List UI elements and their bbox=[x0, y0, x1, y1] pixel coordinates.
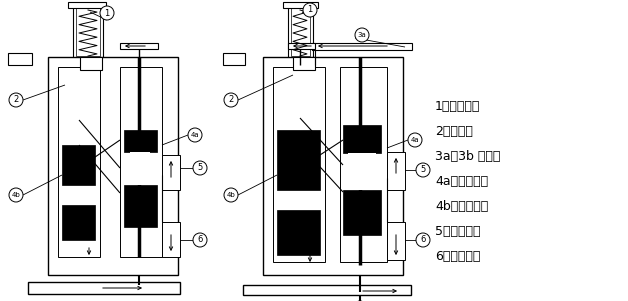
Text: 2: 2 bbox=[229, 95, 234, 104]
Text: 3a、3b 供油管: 3a、3b 供油管 bbox=[435, 150, 501, 163]
Circle shape bbox=[416, 233, 430, 247]
Text: 1、调整谺丝: 1、调整谺丝 bbox=[435, 100, 480, 113]
Bar bbox=[288, 5, 313, 60]
Text: 4a: 4a bbox=[191, 132, 199, 138]
Bar bbox=[263, 57, 403, 275]
Circle shape bbox=[224, 188, 238, 202]
Bar bbox=[68, 2, 106, 8]
Bar bbox=[130, 152, 150, 185]
Circle shape bbox=[193, 233, 207, 247]
Circle shape bbox=[355, 28, 369, 42]
Bar bbox=[62, 205, 95, 240]
Bar bbox=[343, 190, 381, 235]
Bar bbox=[291, 7, 310, 56]
Text: 6: 6 bbox=[420, 235, 426, 244]
Bar bbox=[343, 125, 381, 153]
Bar bbox=[48, 57, 178, 275]
Text: 5: 5 bbox=[197, 163, 203, 172]
Bar bbox=[120, 67, 162, 257]
Bar bbox=[28, 282, 180, 294]
Circle shape bbox=[100, 6, 114, 20]
Bar bbox=[62, 145, 95, 185]
Bar bbox=[76, 7, 100, 56]
Text: 5: 5 bbox=[420, 166, 426, 175]
Circle shape bbox=[303, 3, 317, 17]
Text: 2、指示杆: 2、指示杆 bbox=[435, 125, 473, 138]
Bar bbox=[387, 222, 405, 260]
Bar bbox=[80, 57, 102, 70]
Bar bbox=[348, 153, 376, 190]
Circle shape bbox=[416, 163, 430, 177]
Bar bbox=[124, 130, 157, 152]
Text: 4b、工作活塞: 4b、工作活塞 bbox=[435, 200, 488, 213]
Bar bbox=[162, 155, 180, 190]
Bar bbox=[312, 43, 412, 50]
Text: 2: 2 bbox=[13, 95, 19, 104]
Text: 4a、控制活塞: 4a、控制活塞 bbox=[435, 175, 488, 188]
Bar bbox=[277, 130, 320, 190]
Circle shape bbox=[408, 133, 422, 147]
Bar bbox=[387, 152, 405, 190]
Bar bbox=[288, 43, 315, 49]
Text: 5、上给油管: 5、上给油管 bbox=[435, 225, 480, 238]
Bar bbox=[273, 67, 325, 262]
Text: 4b: 4b bbox=[12, 192, 20, 198]
Circle shape bbox=[193, 161, 207, 175]
Bar bbox=[73, 5, 103, 60]
Bar bbox=[223, 53, 245, 65]
Circle shape bbox=[224, 93, 238, 107]
Bar bbox=[283, 2, 318, 8]
Text: 1: 1 bbox=[104, 8, 110, 17]
Text: 4a: 4a bbox=[411, 137, 420, 143]
Text: 6: 6 bbox=[197, 235, 203, 244]
Bar bbox=[120, 43, 158, 49]
Bar bbox=[243, 285, 411, 295]
Bar bbox=[8, 53, 32, 65]
Text: 4b: 4b bbox=[227, 192, 236, 198]
Circle shape bbox=[9, 93, 23, 107]
Text: 6、下给油管: 6、下给油管 bbox=[435, 250, 480, 263]
Text: 3a: 3a bbox=[357, 32, 366, 38]
Bar bbox=[340, 67, 387, 262]
Bar bbox=[124, 185, 157, 227]
Bar bbox=[58, 67, 100, 257]
Circle shape bbox=[9, 188, 23, 202]
Bar bbox=[293, 57, 315, 70]
Text: 1: 1 bbox=[307, 5, 313, 14]
Bar bbox=[162, 222, 180, 257]
Circle shape bbox=[188, 128, 202, 142]
Bar bbox=[277, 210, 320, 255]
